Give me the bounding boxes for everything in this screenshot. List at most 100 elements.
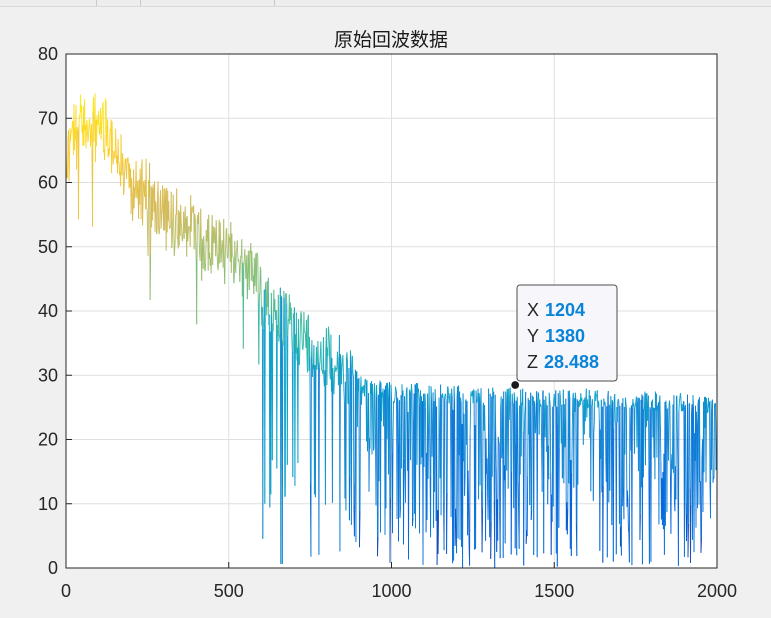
series-segment: [359, 510, 361, 548]
series-segment: [701, 456, 703, 539]
svg-text:Z28.488: Z 28.488: [527, 352, 599, 372]
series-segment: [172, 194, 175, 219]
series-segment: [350, 369, 353, 525]
series-segment: [610, 396, 612, 408]
series-segment: [327, 326, 330, 332]
series-segment: [244, 248, 246, 260]
series-segment: [131, 178, 133, 194]
series-segment: [498, 443, 501, 514]
series-segment: [239, 264, 241, 282]
series-segment: [619, 405, 621, 547]
series-segment: [247, 250, 250, 263]
series-segment: [348, 476, 351, 521]
series-segment: [392, 438, 394, 534]
series-segment: [299, 323, 301, 348]
series-segment: [101, 106, 104, 114]
series-segment: [597, 400, 600, 403]
series-segment: [304, 332, 306, 335]
series-segment: [516, 396, 518, 556]
series-segment: [586, 399, 589, 409]
series-segment: [403, 458, 405, 545]
series-segment: [617, 398, 620, 402]
series-segment: [155, 204, 158, 235]
series-segment: [443, 398, 446, 551]
datatip[interactable]: X 1204 Y 1380 Z 28.488: [510, 284, 618, 391]
series-segment: [390, 384, 392, 396]
series-segment: [281, 340, 284, 564]
series-segment: [627, 498, 629, 529]
series-segment: [533, 400, 535, 556]
series-segment: [537, 392, 539, 402]
series-segment: [236, 240, 239, 256]
series-segment: [506, 388, 509, 397]
series-segment: [687, 523, 689, 558]
series-segment: [122, 153, 124, 164]
series-segment: [493, 391, 495, 502]
series-segment: [479, 400, 482, 486]
datatip-marker[interactable]: [510, 379, 521, 391]
series-segment: [319, 351, 321, 363]
series-segment: [415, 384, 417, 529]
series-segment: [101, 113, 103, 130]
series-segment: [688, 404, 690, 524]
series-segment: [349, 350, 352, 357]
series-segment: [124, 158, 126, 172]
series-segment: [146, 207, 148, 211]
series-segment: [491, 387, 494, 477]
series-segment: [109, 128, 111, 150]
series-segment: [115, 128, 117, 148]
series-segment: [169, 226, 171, 229]
series-segment: [86, 120, 88, 133]
series-segment: [448, 395, 451, 404]
series-segment: [305, 319, 308, 352]
series-segment: [668, 400, 671, 406]
series-segment: [342, 355, 344, 373]
series-segment: [543, 399, 545, 554]
series-segment: [145, 158, 148, 208]
series-segment: [156, 191, 159, 233]
datatip-row-y: Y 1380: [527, 326, 585, 346]
series-segment: [193, 213, 196, 250]
series-segment: [156, 232, 158, 235]
series-segment: [70, 131, 72, 142]
series-segment: [198, 242, 201, 256]
series-segment: [322, 336, 325, 380]
series-segment: [633, 408, 636, 454]
data-series[interactable]: [65, 93, 718, 569]
series-segment: [246, 284, 249, 300]
series-segment: [297, 319, 300, 365]
series-segment: [171, 243, 173, 249]
series-segment: [126, 158, 128, 180]
series-segment: [224, 246, 227, 255]
series-segment: [670, 463, 672, 534]
series-segment: [170, 191, 173, 249]
series-segment: [541, 391, 544, 492]
toolbar-separator: [274, 0, 275, 6]
series-segment: [173, 218, 175, 256]
series-segment: [472, 389, 475, 404]
datatip-row-z: Z 28.488: [527, 352, 599, 372]
series-segment: [309, 357, 311, 484]
series-segment: [573, 398, 575, 488]
series-segment: [87, 134, 89, 143]
series-segment: [89, 118, 91, 125]
series-segment: [372, 383, 374, 394]
series-segment: [578, 406, 580, 408]
datatip-x-label: X: [527, 300, 539, 320]
series-segment: [361, 387, 363, 405]
series-segment: [282, 290, 285, 346]
series-segment: [369, 383, 371, 449]
series-segment: [679, 393, 682, 399]
series-segment: [506, 388, 508, 471]
series-segment: [390, 384, 392, 499]
series-segment: [267, 277, 270, 325]
series-segment: [571, 397, 574, 428]
y-tick-label: 40: [38, 301, 58, 321]
series-segment: [476, 400, 478, 403]
series-segment: [469, 434, 471, 566]
series-segment: [71, 120, 73, 129]
series-segment: [665, 400, 667, 409]
series-segment: [614, 393, 616, 423]
